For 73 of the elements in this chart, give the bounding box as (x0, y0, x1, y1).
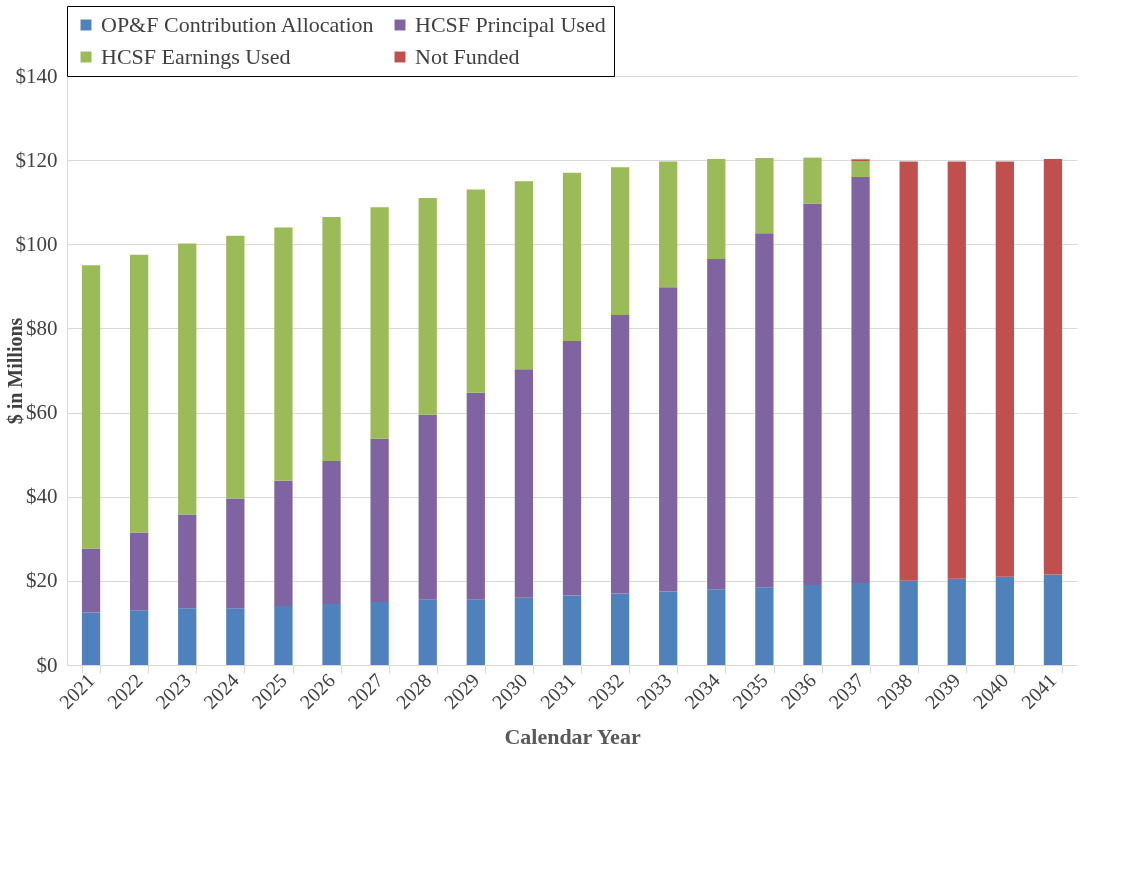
bar (899, 580, 918, 665)
bar (659, 591, 678, 665)
bar (659, 161, 678, 288)
bar (851, 176, 870, 583)
y-tick-label: $20 (26, 568, 58, 593)
bar (514, 369, 534, 598)
bar (803, 203, 822, 586)
y-tick-label: $0 (36, 652, 58, 677)
bar (178, 243, 197, 515)
bar (803, 157, 822, 204)
bar (274, 480, 293, 607)
legend-label: HCSF Earnings Used (101, 44, 291, 69)
bar (707, 158, 726, 260)
bar (130, 254, 149, 533)
bar (418, 599, 437, 665)
bar (178, 608, 197, 665)
bar (1043, 574, 1063, 665)
legend-label: HCSF Principal Used (415, 12, 606, 37)
bar (707, 259, 726, 590)
bar (995, 161, 1014, 577)
bar (322, 460, 341, 604)
bar (851, 160, 870, 177)
y-tick-label: $100 (15, 231, 58, 256)
y-axis-title: $ in Millions (3, 317, 26, 425)
bar (418, 198, 437, 415)
bar (707, 589, 726, 665)
bar (130, 532, 149, 611)
bar (659, 287, 678, 592)
bar (466, 392, 485, 600)
bar (81, 265, 101, 549)
bar (514, 181, 534, 370)
bar (514, 597, 534, 665)
bar (418, 414, 437, 600)
legend-label: OP&F Contribution Allocation (101, 12, 374, 37)
x-axis-title: Calendar Year (504, 723, 641, 749)
bar (178, 514, 197, 609)
bar (370, 207, 389, 439)
bar (995, 576, 1014, 665)
y-tick-label: $60 (26, 400, 58, 425)
bar (370, 601, 389, 665)
bar (803, 585, 822, 665)
bar (755, 233, 774, 588)
bar (755, 587, 774, 665)
bar (947, 161, 966, 579)
bar (322, 604, 341, 665)
bar (562, 341, 582, 596)
bar (322, 216, 341, 461)
bar (226, 235, 245, 499)
bar (466, 599, 485, 665)
bar (274, 606, 293, 665)
bar (851, 582, 870, 665)
bar (81, 612, 101, 665)
bar (370, 438, 389, 602)
bar (226, 608, 245, 665)
bar (562, 595, 582, 665)
bar (130, 610, 149, 665)
bar (562, 172, 582, 342)
bar (81, 548, 101, 613)
legend-label: Not Funded (415, 44, 520, 69)
bar (226, 498, 245, 609)
bar (610, 314, 630, 594)
bar (947, 578, 966, 665)
bar (755, 158, 774, 234)
bar (610, 593, 630, 665)
y-tick-label: $40 (26, 484, 58, 509)
bar (274, 227, 293, 481)
y-tick-label: $120 (15, 147, 58, 172)
bar (899, 161, 918, 581)
y-tick-label: $80 (26, 315, 58, 340)
y-tick-label: $140 (15, 63, 58, 88)
bar (466, 189, 485, 393)
bar (610, 167, 630, 315)
bar (1043, 158, 1063, 575)
